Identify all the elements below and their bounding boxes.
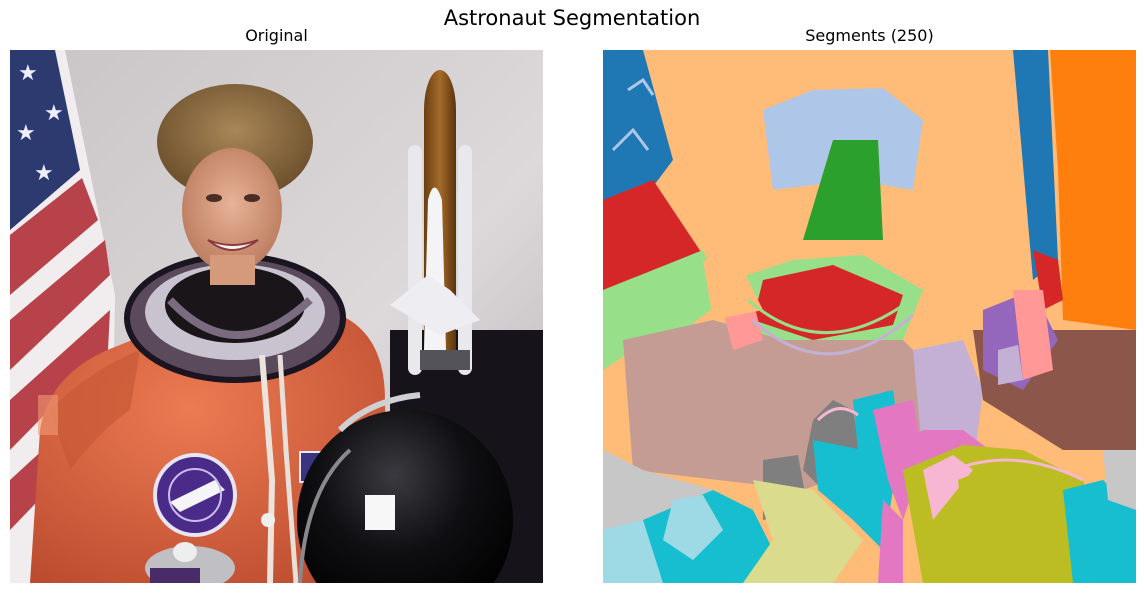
original-image: ★ ★ ★ ★ xyxy=(10,50,543,583)
us-flag: ★ ★ ★ ★ xyxy=(10,50,115,583)
segment-regions xyxy=(603,50,1136,583)
svg-text:★: ★ xyxy=(44,101,64,126)
svg-text:★: ★ xyxy=(18,61,38,86)
face-and-hair xyxy=(157,84,313,285)
segments-panel-title: Segments (250) xyxy=(805,26,934,45)
segment-boundaries xyxy=(611,77,1084,482)
space-shuttle xyxy=(390,70,480,375)
suit-straps xyxy=(259,354,299,583)
svg-text:★: ★ xyxy=(16,121,36,146)
glove xyxy=(145,542,235,583)
helmet xyxy=(297,392,513,583)
svg-text:★: ★ xyxy=(34,161,54,186)
original-panel-title: Original xyxy=(245,26,308,45)
figure-title: Astronaut Segmentation xyxy=(443,6,701,30)
segments-image xyxy=(603,50,1136,583)
neck-ring xyxy=(124,253,346,383)
